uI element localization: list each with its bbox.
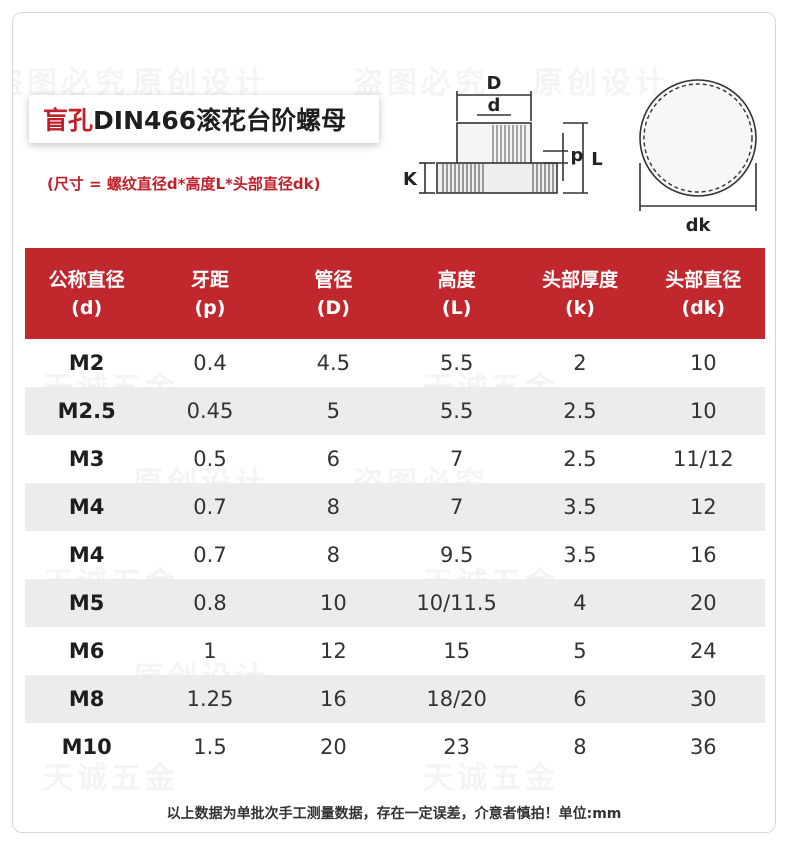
table-row: M6 1 12 15 5 24: [25, 627, 765, 675]
table-cell: 11/12: [673, 447, 734, 471]
table-row: M4 0.7 8 9.5 3.5 16: [25, 531, 765, 579]
column-header-symbol: (d): [71, 296, 103, 319]
table-row: M5 0.8 10 10/11.5 4 20: [25, 579, 765, 627]
disclaimer-note: 以上数据为单批次手工测量数据，存在一定误差，介意者慎拍！单位:mm: [166, 806, 622, 822]
dim-label-p: p: [571, 145, 584, 166]
column-header-symbol: (dk): [681, 296, 726, 319]
dim-label-D: D: [487, 73, 502, 94]
table-cell: 16: [319, 687, 347, 711]
column-header-name: 管径: [314, 268, 353, 291]
column-header: 公称直径 (d): [25, 266, 148, 322]
table-cell: 1.25: [186, 687, 234, 711]
table-cell: 1: [203, 639, 217, 663]
table-cell: 24: [689, 639, 717, 663]
table-cell: M5: [68, 591, 105, 615]
table-cell: 10: [689, 399, 717, 423]
column-header-symbol: (k): [564, 296, 595, 319]
table-cell: 12: [319, 639, 347, 663]
table-row: M2 0.4 4.5 5.5 2 10: [25, 339, 765, 387]
spec-card: 盗图必究 原创设计 盗图必究 原创设计 天诚五金 天诚五金 原创设计 盗图必究 …: [12, 12, 776, 833]
column-header: 高度 (L): [395, 266, 518, 322]
title-main: DIN466滚花台阶螺母: [93, 106, 347, 135]
table-cell: 12: [689, 495, 717, 519]
column-header-symbol: (p): [194, 296, 226, 319]
table-cell: 0.45: [186, 399, 234, 423]
table-cell: 16: [689, 543, 717, 567]
table-cell: 1.5: [193, 735, 227, 759]
table-cell: 10/11.5: [416, 591, 497, 615]
table-cell: 2: [573, 351, 587, 375]
table-cell: 30: [689, 687, 717, 711]
column-header: 头部直径 (dk): [642, 266, 765, 322]
column-header: 管径 (D): [272, 266, 395, 322]
dim-label-K: K: [403, 169, 418, 190]
title-prefix: 盲孔: [43, 106, 94, 135]
table-cell: 6: [326, 447, 340, 471]
table-cell: 10: [689, 351, 717, 375]
table-cell: 0.8: [193, 591, 227, 615]
table-row: M3 0.5 6 7 2.5 11/12: [25, 435, 765, 483]
table-cell: 7: [449, 447, 464, 471]
column-header: 牙距 (p): [148, 266, 271, 322]
size-formula: (尺寸 = 螺纹直径d*高度L*头部直径dk): [47, 175, 321, 193]
column-header: 头部厚度 (k): [518, 266, 641, 322]
table-cell: 5.5: [439, 351, 474, 375]
table-cell: 23: [443, 735, 471, 759]
table-cell: M4: [68, 495, 105, 519]
table-cell: M3: [68, 447, 105, 471]
column-header-name: 高度: [437, 268, 476, 291]
column-header-symbol: (D): [316, 296, 350, 319]
table-cell: 8: [573, 735, 587, 759]
table-cell: 10: [319, 591, 347, 615]
table-cell: 36: [689, 735, 717, 759]
table-cell: M10: [61, 735, 112, 759]
table-cell: 0.4: [193, 351, 227, 375]
column-header-name: 头部厚度: [541, 268, 618, 291]
table-body: M2 0.4 4.5 5.5 2 10 M2.5 0.45 5 5.5 2.5 10 M3 0.5 6 7 2.…: [25, 339, 765, 771]
dim-label-d: d: [488, 95, 501, 116]
table-cell: 20: [689, 591, 717, 615]
table-cell: 5: [326, 399, 340, 423]
table-cell: 8: [326, 495, 340, 519]
column-header-symbol: (L): [441, 296, 472, 319]
column-header-name: 公称直径: [48, 268, 125, 291]
table-row: M10 1.5 20 23 8 36: [25, 723, 765, 771]
dimension-diagram: D d p L K dk: [403, 73, 757, 236]
product-title: 盲孔 DIN466滚花台阶螺母: [29, 95, 379, 143]
table-cell: 2.5: [563, 399, 597, 423]
table-cell: 2.5: [563, 447, 597, 471]
table-cell: 0.7: [193, 543, 227, 567]
table-cell: M4: [68, 543, 105, 567]
dim-label-dk: dk: [686, 215, 712, 236]
table-cell: 6: [573, 687, 587, 711]
table-cell: 3.5: [563, 495, 597, 519]
table-cell: 9.5: [439, 543, 474, 567]
column-header-name: 牙距: [190, 268, 229, 291]
top-view-drawing: [639, 79, 757, 211]
table-row: M4 0.7 8 7 3.5 12: [25, 483, 765, 531]
dim-label-L: L: [591, 149, 602, 170]
table-cell: 7: [449, 495, 464, 519]
table-cell: 0.5: [193, 447, 227, 471]
table-header: 公称直径 (d) 牙距 (p) 管径 (D) 高度 (L) 头部厚度 (k) 头部直径 (dk): [25, 248, 765, 339]
table-cell: 3.5: [563, 543, 597, 567]
table-row: M2.5 0.45 5 5.5 2.5 10: [25, 387, 765, 435]
table-cell: 20: [319, 735, 347, 759]
table-cell: M2: [68, 351, 105, 375]
table-cell: 18/20: [426, 687, 487, 711]
table-cell: 5.5: [439, 399, 474, 423]
table-cell: 0.7: [193, 495, 227, 519]
spec-table: 公称直径 (d) 牙距 (p) 管径 (D) 高度 (L) 头部厚度 (k) 头部直径 (dk) M2…: [25, 248, 765, 771]
table-cell: M8: [68, 687, 105, 711]
table-cell: 4: [573, 591, 587, 615]
table-row: M8 1.25 16 18/20 6 30: [25, 675, 765, 723]
side-view-drawing: [419, 91, 588, 194]
table-cell: 4.5: [316, 351, 351, 375]
table-cell: 15: [443, 639, 471, 663]
table-cell: 5: [573, 639, 587, 663]
column-header-name: 头部直径: [665, 268, 742, 291]
table-cell: 8: [326, 543, 340, 567]
table-cell: M2.5: [57, 399, 116, 423]
table-cell: M6: [68, 639, 105, 663]
